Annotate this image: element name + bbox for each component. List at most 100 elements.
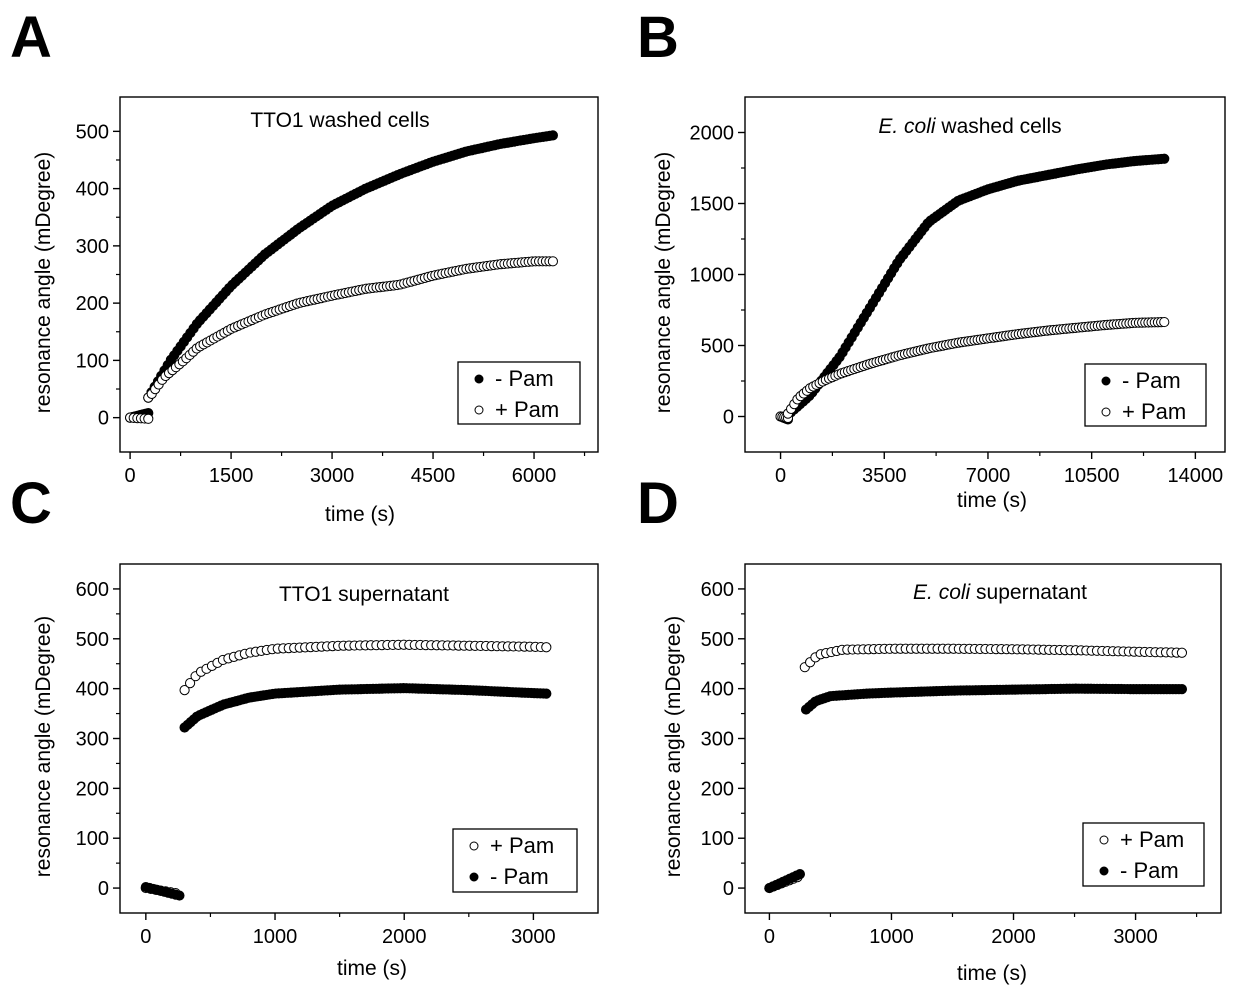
legend-box — [1082, 822, 1205, 887]
y-tick-label: 200 — [701, 778, 734, 800]
legend: - Pam + Pam — [1084, 363, 1207, 427]
chart-title: TTO1 washed cells — [250, 109, 429, 132]
chart-title-part: TTO1 washed cells — [250, 109, 429, 132]
data-point — [179, 685, 190, 696]
chart-title-part: E. coli — [913, 581, 972, 604]
legend-marker — [1099, 835, 1109, 845]
y-tick-label: 100 — [76, 350, 109, 372]
legend-label: - Pam — [495, 366, 554, 391]
legend-label: + Pam — [490, 833, 554, 858]
x-tick-label: 1000 — [253, 926, 298, 948]
chart-title-part: supernatant — [970, 581, 1087, 604]
chart-title-part: TTO1 supernatant — [279, 583, 449, 606]
legend-label: - Pam — [490, 864, 549, 889]
x-tick-label: 3500 — [862, 465, 907, 487]
y-tick-label: 1000 — [690, 265, 735, 287]
x-tick-label: 0 — [140, 926, 151, 948]
chart-panel-d: D 0 1000 2000 3000 0 100 200 300 400 500 600 time (s… — [637, 471, 1222, 985]
y-tick-label: 500 — [701, 336, 734, 358]
chart-title: E. coli supernatant — [913, 581, 1087, 604]
legend-marker — [1101, 407, 1111, 417]
series-minus-pam — [775, 153, 1170, 425]
x-axis-title: time (s) — [957, 489, 1027, 512]
y-tick-label: 600 — [76, 579, 109, 601]
series-plus-pam — [125, 256, 558, 424]
data-point — [547, 256, 558, 267]
y-axis-title: resonance angle (mDegree) — [652, 152, 675, 413]
x-tick-label: 2000 — [382, 926, 427, 948]
x-tick-label: 1500 — [209, 465, 254, 487]
y-tick-label: 300 — [701, 729, 734, 751]
y-tick-label: 300 — [76, 236, 109, 258]
x-axis-title: time (s) — [325, 503, 395, 526]
chart-title: TTO1 supernatant — [279, 583, 449, 606]
data-point — [1159, 316, 1170, 328]
x-tick-label: 3000 — [1113, 926, 1158, 948]
series-minus-pam — [140, 683, 552, 901]
y-tick-label: 2000 — [690, 123, 735, 145]
legend-label: - Pam — [1122, 368, 1181, 393]
legend-label: + Pam — [1120, 827, 1184, 852]
legend-marker — [469, 841, 479, 851]
x-tick-label: 4500 — [411, 465, 456, 487]
y-axis-title: resonance angle (mDegree) — [662, 616, 685, 877]
y-tick-label: 300 — [76, 729, 109, 751]
y-tick-label: 500 — [76, 629, 109, 651]
chart-title: E. coli washed cells — [878, 115, 1061, 138]
legend-label: + Pam — [495, 397, 559, 422]
y-tick-label: 500 — [76, 121, 109, 143]
panel-letter: D — [637, 471, 679, 536]
chart-title-part: E. coli — [878, 115, 937, 138]
legend-marker — [474, 374, 484, 384]
x-tick-label: 0 — [764, 926, 775, 948]
panel-letter: A — [10, 5, 52, 70]
y-axis-title: resonance angle (mDegree) — [32, 616, 55, 877]
panel-letter: B — [637, 5, 679, 70]
x-tick-label: 2000 — [991, 926, 1036, 948]
y-tick-label: 500 — [701, 629, 734, 651]
data-point — [541, 642, 552, 653]
legend: + Pam - Pam — [1082, 822, 1205, 887]
data-point — [174, 890, 185, 901]
legend-marker — [474, 405, 484, 415]
legend-marker — [1099, 866, 1109, 876]
y-tick-label: 0 — [98, 878, 109, 900]
y-tick-label: 400 — [76, 679, 109, 701]
legend-box — [452, 828, 578, 893]
chart-panel-a: A 0 1500 3000 4500 6000 0 100 200 300 400 500 time (… — [10, 5, 599, 526]
y-axis-title: resonance angle (mDegree) — [32, 152, 55, 413]
x-tick-label: 10500 — [1064, 465, 1120, 487]
x-tick-label: 0 — [125, 465, 136, 487]
legend-label: - Pam — [1120, 858, 1179, 883]
data-point — [547, 130, 558, 141]
legend-marker — [469, 872, 479, 882]
y-tick-label: 600 — [701, 579, 734, 601]
data-point — [143, 413, 154, 424]
x-tick-label: 3000 — [511, 926, 556, 948]
y-tick-label: 1500 — [690, 194, 735, 216]
panel-letter: C — [10, 471, 52, 536]
data-point — [1176, 647, 1188, 658]
x-tick-label: 6000 — [512, 465, 557, 487]
x-tick-label: 0 — [775, 465, 786, 487]
y-tick-label: 0 — [723, 407, 734, 429]
y-tick-label: 0 — [98, 408, 109, 430]
y-tick-label: 200 — [76, 778, 109, 800]
data-point — [541, 688, 552, 699]
series-plus-pam — [140, 639, 552, 899]
legend-marker — [1101, 376, 1111, 386]
y-tick-label: 100 — [76, 828, 109, 850]
y-tick-label: 400 — [701, 679, 734, 701]
y-tick-label: 400 — [76, 179, 109, 201]
series-plus-pam — [775, 316, 1170, 424]
y-tick-label: 200 — [76, 293, 109, 315]
data-point — [794, 869, 806, 880]
y-tick-label: 100 — [701, 828, 734, 850]
chart-panel-c: C 0 1000 2000 3000 0 100 200 300 400 500 600 time (s… — [10, 471, 599, 980]
x-tick-label: 1000 — [869, 926, 914, 948]
x-tick-label: 7000 — [966, 465, 1011, 487]
chart-panel-b: B 0 3500 7000 10500 14000 0 500 1000 1500 2000 time… — [637, 5, 1226, 512]
chart-title-part: washed cells — [936, 115, 1062, 138]
x-tick-label: 3000 — [310, 465, 355, 487]
